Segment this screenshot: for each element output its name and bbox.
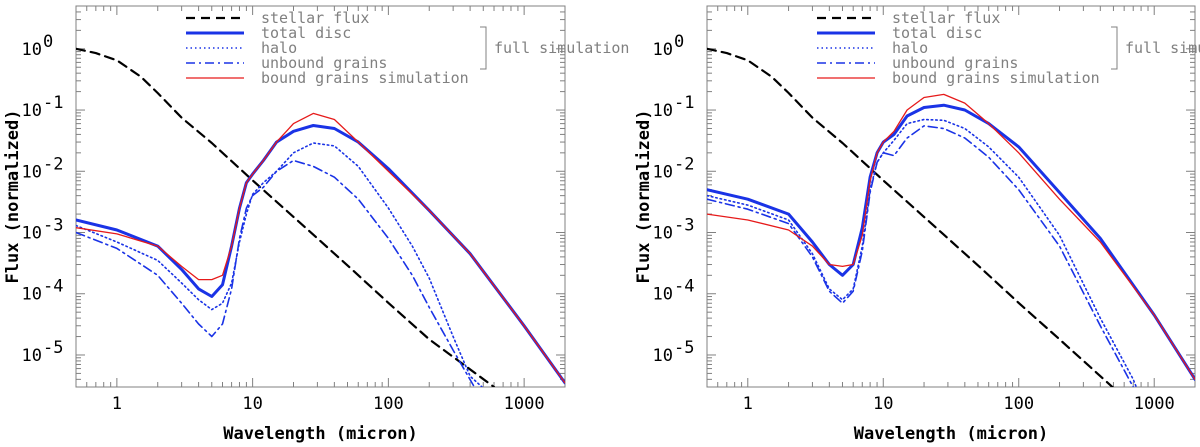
legend-bracket-label: full simulation	[494, 39, 629, 57]
series-line-halo	[707, 118, 1138, 387]
y-tick-label: 10	[22, 40, 42, 60]
legend-bracket	[480, 26, 487, 70]
y-tick-label: 10	[22, 224, 42, 244]
y-tick-label: 10	[653, 285, 673, 305]
x-tick-label: 1000	[504, 394, 545, 414]
y-tick-label: 10	[653, 224, 673, 244]
y-tick-label-exponent: -1	[43, 93, 63, 113]
legend-entry: halo	[892, 39, 928, 57]
x-tick-label: 100	[373, 394, 404, 414]
plot-frame	[75, 5, 566, 388]
legend-entry: stellar flux	[261, 9, 369, 27]
legend-entry: total disc	[892, 24, 982, 42]
legend-entry: unbound grains	[261, 54, 387, 72]
y-tick-label-exponent: -3	[43, 216, 63, 236]
series-line-unbound-grains	[76, 159, 476, 387]
y-tick-label-exponent: -4	[43, 277, 63, 297]
series-line-total-disc	[76, 124, 565, 385]
series-line-unbound-grains	[707, 125, 1135, 387]
x-tick-label: 1000	[1134, 394, 1175, 414]
y-tick-label-exponent: -5	[674, 338, 694, 358]
x-axis-label: Wavelength (micron)	[223, 424, 417, 444]
y-tick-label: 10	[22, 285, 42, 305]
y-tick-label-exponent: -5	[43, 338, 63, 358]
y-tick-label: 10	[22, 162, 42, 182]
y-tick-label: 10	[653, 346, 673, 366]
y-axis-label: Flux (normalized)	[3, 110, 23, 284]
series-line-total-disc	[707, 103, 1195, 381]
y-tick-label: 10	[22, 101, 42, 121]
series-group	[707, 47, 1195, 387]
series-line-bound-grains-simulation	[76, 112, 565, 384]
series-line-stellar-flux	[707, 47, 1115, 387]
legend-entry: unbound grains	[892, 54, 1018, 72]
x-tick-label: 10	[873, 394, 893, 414]
legend-bracket-label: full simulation	[1125, 39, 1200, 57]
y-tick-label: 10	[653, 40, 673, 60]
x-tick-label: 1	[743, 394, 753, 414]
y-tick-label-exponent: -3	[674, 216, 694, 236]
x-tick-label: 100	[1003, 394, 1034, 414]
y-tick-label: 10	[22, 346, 42, 366]
y-tick-label-exponent: 0	[43, 32, 53, 52]
series-line-halo	[76, 142, 484, 387]
y-axis-label: Flux (normalized)	[634, 110, 654, 284]
y-tick-label-exponent: -2	[43, 154, 63, 174]
y-tick-label-exponent: -2	[674, 154, 694, 174]
legend-entry: stellar flux	[892, 9, 1000, 27]
legend-entry: bound grains simulation	[261, 69, 469, 87]
legend-bracket	[1111, 26, 1118, 70]
x-tick-label: 10	[242, 394, 262, 414]
series-group	[76, 47, 565, 387]
plot-frame	[706, 5, 1196, 388]
x-axis-label: Wavelength (micron)	[854, 424, 1048, 444]
series-line-bound-grains-simulation	[707, 93, 1195, 380]
legend-entry: halo	[261, 39, 297, 57]
y-tick-label-exponent: -1	[674, 93, 694, 113]
legend-entry: total disc	[261, 24, 351, 42]
series-line-stellar-flux	[76, 47, 496, 387]
y-tick-label-exponent: -4	[674, 277, 694, 297]
y-tick-label-exponent: 0	[674, 32, 684, 52]
legend-entry: bound grains simulation	[892, 69, 1100, 87]
y-tick-label: 10	[653, 101, 673, 121]
y-tick-label: 10	[653, 162, 673, 182]
x-tick-label: 1	[112, 394, 122, 414]
